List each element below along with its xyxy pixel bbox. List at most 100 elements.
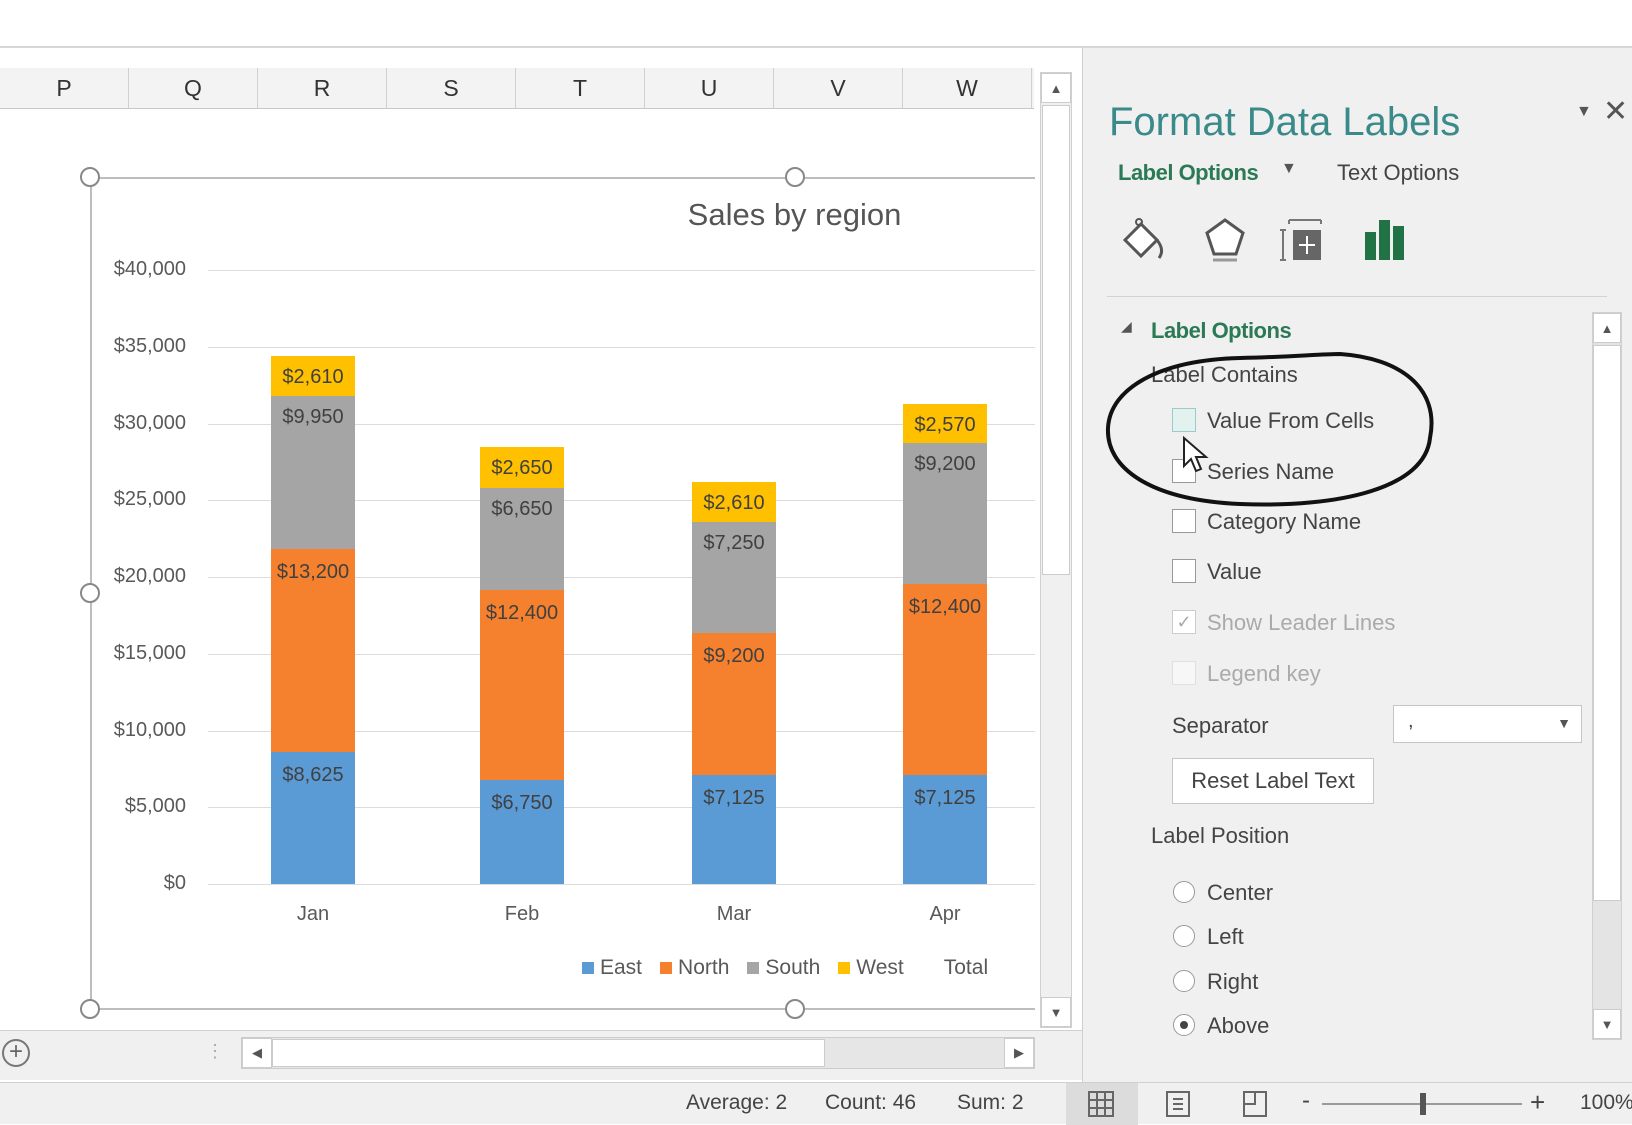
column-header[interactable]: Q <box>129 68 258 108</box>
tab-text-options[interactable]: Text Options <box>1337 160 1460 185</box>
size-properties-icon[interactable] <box>1279 216 1327 264</box>
fill-line-icon[interactable] <box>1119 216 1167 264</box>
zoom-in-button[interactable]: + <box>1530 1087 1546 1117</box>
vertical-scrollbar[interactable]: ▲ ▼ <box>1040 72 1072 1028</box>
data-label[interactable]: $9,200 <box>703 645 765 668</box>
value-checkbox[interactable] <box>1172 559 1196 583</box>
close-icon[interactable]: ✕ <box>1603 95 1629 128</box>
resize-handle[interactable] <box>80 167 100 187</box>
bar-segment-west[interactable] <box>692 482 776 523</box>
reset-label-text-button[interactable]: Reset Label Text <box>1172 758 1374 804</box>
bar-segment-east[interactable] <box>692 774 776 884</box>
bar-segment-north[interactable] <box>480 590 564 781</box>
normal-view-button[interactable] <box>1066 1083 1138 1125</box>
data-label[interactable]: $7,125 <box>914 786 976 809</box>
data-label[interactable]: $2,650 <box>491 457 553 480</box>
status-average[interactable]: Average: 2 <box>686 1091 788 1114</box>
column-header[interactable]: U <box>645 68 774 108</box>
status-count[interactable]: Count: 46 <box>825 1091 917 1114</box>
scroll-thumb[interactable] <box>272 1039 825 1067</box>
data-label[interactable]: $7,250 <box>703 532 765 555</box>
tab-label-options[interactable]: Label Options <box>1118 160 1259 185</box>
legend-item-west[interactable]: West <box>838 956 904 980</box>
bar-segment-north[interactable] <box>903 584 987 775</box>
column-header[interactable]: S <box>387 68 516 108</box>
bar-segment-west[interactable] <box>271 356 355 397</box>
value-from-cells-checkbox[interactable] <box>1172 408 1196 432</box>
bar-segment-south[interactable] <box>271 396 355 549</box>
series-name-label[interactable]: Series Name <box>1207 459 1335 484</box>
value-label[interactable]: Value <box>1207 559 1262 584</box>
bar-segment-east[interactable] <box>480 780 564 884</box>
data-label[interactable]: $6,650 <box>491 497 553 520</box>
pane-options-dropdown-icon[interactable]: ▼ <box>1576 103 1592 120</box>
bar-segment-south[interactable] <box>692 522 776 634</box>
column-header[interactable]: T <box>516 68 645 108</box>
left-label[interactable]: Left <box>1207 924 1244 949</box>
category-name-label[interactable]: Category Name <box>1207 509 1362 534</box>
legend-item-south[interactable]: South <box>747 956 820 980</box>
bar-segment-west[interactable] <box>903 403 987 444</box>
page-layout-icon[interactable] <box>1165 1091 1191 1117</box>
bar-segment-north[interactable] <box>692 633 776 775</box>
chart-title[interactable]: Sales by region <box>687 197 902 232</box>
data-label[interactable]: $8,625 <box>282 763 344 786</box>
horizontal-scrollbar[interactable]: ◀ ▶ <box>241 1037 1035 1069</box>
legend-key-label[interactable]: Legend key <box>1207 661 1321 686</box>
scroll-down-button[interactable]: ▼ <box>1593 1009 1621 1039</box>
bar-segment-south[interactable] <box>480 487 564 591</box>
data-label[interactable]: $12,400 <box>485 602 559 625</box>
above-label[interactable]: Above <box>1207 1013 1270 1038</box>
scroll-up-button[interactable]: ▲ <box>1041 73 1071 103</box>
status-sum[interactable]: Sum: 2 <box>957 1091 1024 1114</box>
data-label[interactable]: $13,200 <box>276 560 350 583</box>
show-leader-lines-label[interactable]: Show Leader Lines <box>1207 610 1396 635</box>
show-leader-lines-checkbox[interactable]: ✓ <box>1172 610 1196 634</box>
scroll-thumb[interactable] <box>1042 105 1070 575</box>
scroll-left-button[interactable]: ◀ <box>242 1038 272 1068</box>
pane-scrollbar[interactable]: ▲ ▼ <box>1592 312 1622 1040</box>
splitter-handle[interactable]: ⋮ <box>206 1041 224 1061</box>
collapse-triangle-icon[interactable]: ◢ <box>1121 318 1132 334</box>
zoom-level[interactable]: 100% <box>1580 1091 1632 1114</box>
scroll-thumb[interactable] <box>1593 345 1621 901</box>
new-sheet-icon[interactable]: + <box>2 1039 30 1067</box>
bar-segment-north[interactable] <box>271 548 355 752</box>
zoom-out-button[interactable]: - <box>1302 1087 1310 1114</box>
zoom-slider-thumb[interactable] <box>1420 1093 1426 1115</box>
column-header[interactable]: V <box>774 68 903 108</box>
right-radio[interactable] <box>1173 970 1195 992</box>
bar-segment-east[interactable] <box>271 751 355 884</box>
bar-segment-south[interactable] <box>903 443 987 585</box>
data-label[interactable]: $2,610 <box>703 492 765 515</box>
scroll-down-button[interactable]: ▼ <box>1041 997 1071 1027</box>
above-radio[interactable] <box>1173 1014 1195 1036</box>
page-break-preview-icon[interactable] <box>1242 1091 1268 1117</box>
left-radio[interactable] <box>1173 925 1195 947</box>
column-header[interactable]: P <box>0 68 129 108</box>
data-label[interactable]: $9,950 <box>282 406 344 429</box>
legend-item-east[interactable]: East <box>582 956 642 980</box>
separator-dropdown[interactable]: , ▼ <box>1393 705 1582 743</box>
data-label[interactable]: $6,750 <box>491 792 553 815</box>
column-header[interactable]: R <box>258 68 387 108</box>
center-label[interactable]: Center <box>1207 880 1274 905</box>
effects-pentagon-icon[interactable] <box>1201 216 1249 264</box>
label-options-bar-chart-icon[interactable] <box>1361 216 1409 264</box>
scroll-up-button[interactable]: ▲ <box>1593 313 1621 343</box>
bar-segment-east[interactable] <box>903 774 987 884</box>
chevron-down-icon[interactable]: ▼ <box>1281 160 1297 177</box>
right-label[interactable]: Right <box>1207 969 1259 994</box>
section-label-options[interactable]: Label Options <box>1151 318 1292 343</box>
category-name-checkbox[interactable] <box>1172 509 1196 533</box>
resize-handle[interactable] <box>785 167 805 187</box>
data-label[interactable]: $12,400 <box>908 596 982 619</box>
resize-handle[interactable] <box>785 999 805 1019</box>
data-label[interactable]: $2,610 <box>282 366 344 389</box>
center-radio[interactable] <box>1173 881 1195 903</box>
column-header[interactable]: W <box>903 68 1032 108</box>
legend-item-total[interactable]: Total <box>944 956 988 980</box>
data-label[interactable]: $2,570 <box>914 413 976 436</box>
data-label[interactable]: $7,125 <box>703 786 765 809</box>
chart-legend[interactable]: East North South West Total <box>582 956 988 980</box>
